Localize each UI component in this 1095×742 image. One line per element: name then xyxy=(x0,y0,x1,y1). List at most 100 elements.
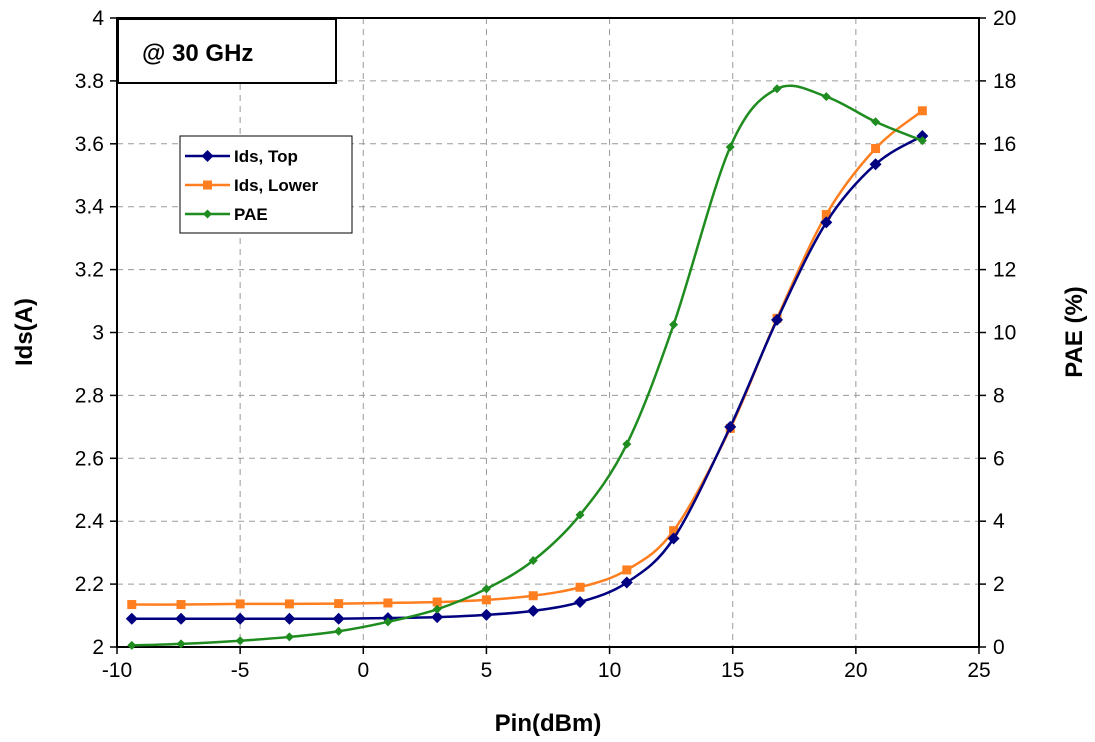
data-point xyxy=(622,439,632,449)
annotation-text: @ 30 GHz xyxy=(142,40,253,67)
data-point xyxy=(480,608,493,621)
y2-tick-label: 6 xyxy=(993,447,1005,470)
data-point xyxy=(669,526,679,536)
series-pae xyxy=(127,84,927,650)
data-point xyxy=(176,600,186,610)
data-point xyxy=(432,597,442,607)
data-point xyxy=(869,158,882,171)
y2-tick-label: 4 xyxy=(993,510,1005,533)
y2-tick-label: 20 xyxy=(993,7,1016,30)
data-point xyxy=(235,599,245,609)
legend-swatch-marker xyxy=(203,209,212,219)
y-tick-label: 3.8 xyxy=(75,70,104,93)
data-point xyxy=(527,604,540,617)
y-axis-title: Ids(A) xyxy=(11,298,38,366)
data-point xyxy=(771,313,784,326)
data-point xyxy=(284,632,294,642)
x-tick-label: 20 xyxy=(844,659,867,682)
tick-layer: -10 -5 0 5 10 15 20 2522.22.42.62.833.23.43.63.… xyxy=(75,7,1017,682)
data-point xyxy=(383,598,393,608)
data-point xyxy=(725,142,735,152)
data-point xyxy=(127,640,137,650)
y-tick-label: 2.2 xyxy=(75,573,104,596)
y-tick-label: 2 xyxy=(92,636,104,659)
legend-swatch-marker xyxy=(203,180,212,190)
series-layer xyxy=(125,84,929,650)
data-point xyxy=(383,617,393,627)
y2-tick-label: 16 xyxy=(993,133,1016,156)
y-tick-label: 3 xyxy=(92,322,104,345)
data-point xyxy=(917,106,927,116)
data-point xyxy=(283,612,296,625)
data-point xyxy=(724,420,737,433)
y2-tick-label: 12 xyxy=(993,259,1016,282)
data-point xyxy=(481,584,491,594)
y-tick-label: 3.2 xyxy=(75,259,104,282)
data-point xyxy=(821,210,831,220)
x-tick-label: -5 xyxy=(231,659,250,682)
data-point xyxy=(821,92,831,102)
data-point xyxy=(235,636,245,646)
y-tick-label: 3.6 xyxy=(75,133,104,156)
series-ids-top xyxy=(125,129,929,625)
x-tick-label: -10 xyxy=(102,659,132,682)
y2-tick-label: 2 xyxy=(993,573,1005,596)
x-axis-title: Pin(dBm) xyxy=(495,710,602,737)
y-tick-label: 2.6 xyxy=(75,447,104,470)
data-point xyxy=(175,612,188,625)
y-tick-label: 2.8 xyxy=(75,384,104,407)
legend-swatch-marker xyxy=(201,150,214,162)
y2-tick-label: 14 xyxy=(993,196,1017,219)
legend: Ids, Top Ids, Lower PAE xyxy=(179,135,353,234)
legend-label: Ids, Lower xyxy=(234,176,318,195)
data-point xyxy=(528,591,538,601)
data-point xyxy=(772,84,782,94)
y2-tick-label: 8 xyxy=(993,384,1005,407)
y2-tick-label: 10 xyxy=(993,322,1016,345)
y-tick-label: 2.4 xyxy=(75,510,105,533)
data-point xyxy=(622,565,632,575)
legend-item: PAE xyxy=(185,205,268,224)
data-point xyxy=(669,320,679,330)
data-point xyxy=(284,599,294,609)
data-point xyxy=(127,600,137,610)
data-point xyxy=(620,576,633,589)
data-point xyxy=(431,611,444,624)
data-point xyxy=(871,117,881,127)
data-point xyxy=(125,612,138,625)
data-point xyxy=(332,612,345,625)
y-tick-label: 3.4 xyxy=(75,196,105,219)
data-point xyxy=(481,595,491,605)
x-tick-label: 10 xyxy=(598,659,621,682)
data-point xyxy=(432,604,442,614)
x-tick-label: 25 xyxy=(967,659,990,682)
data-point xyxy=(575,510,585,520)
legend-item: Ids, Top xyxy=(185,147,298,166)
x-tick-label: 15 xyxy=(721,659,744,682)
legend-label: PAE xyxy=(234,205,268,224)
y2-tick-label: 18 xyxy=(993,70,1016,93)
data-point xyxy=(575,582,585,592)
annotation-box: @ 30 GHz xyxy=(117,18,337,84)
y2-axis-title: PAE (%) xyxy=(1061,286,1088,378)
data-point xyxy=(820,216,833,229)
data-point xyxy=(871,144,881,154)
y2-tick-label: 0 xyxy=(993,636,1005,659)
data-point xyxy=(574,596,587,609)
data-point xyxy=(334,599,344,609)
data-point xyxy=(234,612,247,625)
data-point xyxy=(334,626,344,636)
legend-item: Ids, Lower xyxy=(185,176,318,195)
data-point xyxy=(176,639,186,649)
legend-label: Ids, Top xyxy=(234,147,298,166)
y-tick-label: 4 xyxy=(92,7,104,30)
data-point xyxy=(528,556,538,566)
data-point xyxy=(667,532,680,545)
annotation-frame xyxy=(117,18,337,84)
x-tick-label: 5 xyxy=(481,659,493,682)
series-ids-lower xyxy=(127,106,927,610)
x-tick-label: 0 xyxy=(357,659,369,682)
data-point xyxy=(917,136,927,146)
